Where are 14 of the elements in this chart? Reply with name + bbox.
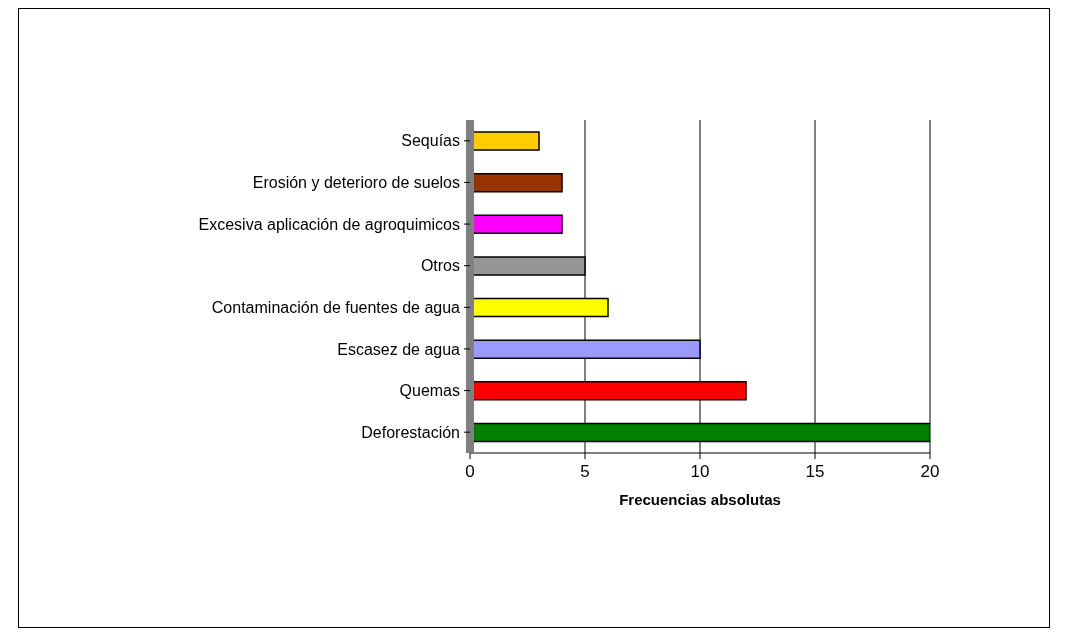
y-tick-label: Otros: [420, 257, 460, 275]
x-tick-label: 15: [805, 462, 825, 482]
y-tick-label: Escasez de agua: [337, 340, 461, 358]
y-tick-label: Sequías: [401, 132, 460, 150]
x-tick-label: 0: [465, 462, 475, 482]
y-tick-label: Contaminación de fuentes de agua: [211, 298, 461, 316]
x-axis-title: Frecuencias absolutas: [619, 491, 781, 508]
y-tick-label: Deforestación: [361, 423, 460, 441]
x-tick-label: 10: [690, 462, 710, 482]
y-tick-label: Excesiva aplicación de agroquimicos: [198, 215, 460, 233]
y-tick-label: Erosión y deterioro de suelos: [252, 174, 460, 192]
x-tick-label: 5: [580, 462, 590, 482]
y-tick-label: Quemas: [399, 382, 460, 400]
x-tick-label: 20: [920, 462, 940, 482]
